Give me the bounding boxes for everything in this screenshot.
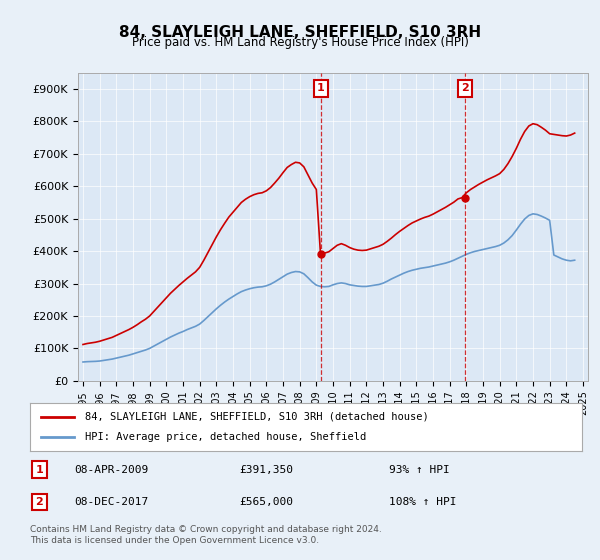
Text: £391,350: £391,350: [240, 465, 294, 475]
Text: 08-DEC-2017: 08-DEC-2017: [74, 497, 148, 507]
Text: Price paid vs. HM Land Registry's House Price Index (HPI): Price paid vs. HM Land Registry's House …: [131, 36, 469, 49]
Text: 84, SLAYLEIGH LANE, SHEFFIELD, S10 3RH: 84, SLAYLEIGH LANE, SHEFFIELD, S10 3RH: [119, 25, 481, 40]
Text: 2: 2: [35, 497, 43, 507]
Text: 108% ↑ HPI: 108% ↑ HPI: [389, 497, 457, 507]
Text: HPI: Average price, detached house, Sheffield: HPI: Average price, detached house, Shef…: [85, 432, 367, 442]
Text: 1: 1: [35, 465, 43, 475]
Text: 08-APR-2009: 08-APR-2009: [74, 465, 148, 475]
Text: Contains HM Land Registry data © Crown copyright and database right 2024.: Contains HM Land Registry data © Crown c…: [30, 525, 382, 534]
Text: £565,000: £565,000: [240, 497, 294, 507]
Text: This data is licensed under the Open Government Licence v3.0.: This data is licensed under the Open Gov…: [30, 536, 319, 545]
Text: 2: 2: [461, 83, 469, 93]
Text: 93% ↑ HPI: 93% ↑ HPI: [389, 465, 449, 475]
Text: 84, SLAYLEIGH LANE, SHEFFIELD, S10 3RH (detached house): 84, SLAYLEIGH LANE, SHEFFIELD, S10 3RH (…: [85, 412, 429, 422]
Text: 1: 1: [317, 83, 325, 93]
